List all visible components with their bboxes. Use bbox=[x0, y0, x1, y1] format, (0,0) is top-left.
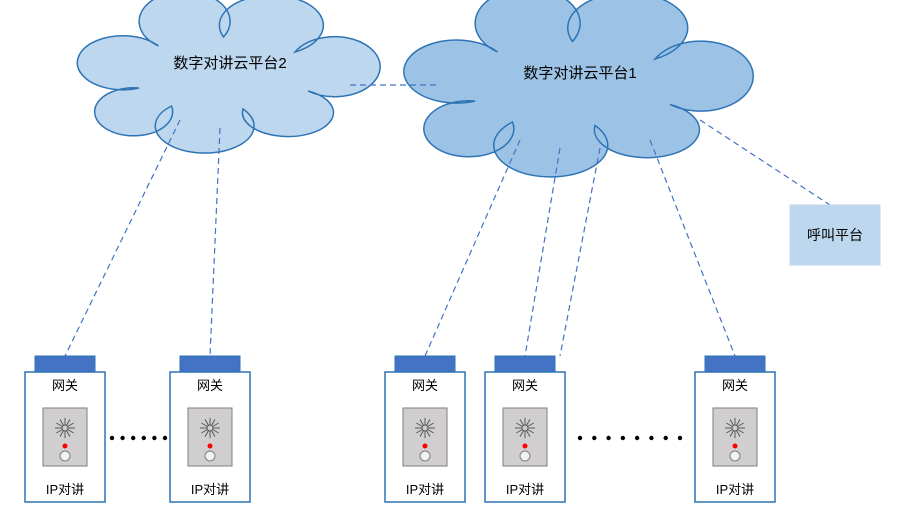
ellipsis-dots bbox=[110, 436, 167, 440]
gateway-unit: 网关 IP对讲 bbox=[385, 356, 465, 502]
gateway-unit: 网关 IP对讲 bbox=[25, 356, 105, 502]
gateway-label: 网关 bbox=[52, 378, 78, 393]
cloud-label: 数字对讲云平台1 bbox=[523, 65, 636, 82]
edge bbox=[650, 140, 735, 356]
edge bbox=[425, 140, 520, 356]
gateway-label: 网关 bbox=[197, 378, 223, 393]
call-platform: 呼叫平台 bbox=[790, 205, 880, 265]
gateway-label: 网关 bbox=[512, 378, 538, 393]
gateway-label: 网关 bbox=[722, 378, 748, 393]
ellipsis-dots bbox=[578, 436, 682, 440]
ip-intercom-label: IP对讲 bbox=[716, 482, 754, 497]
ip-intercom-label: IP对讲 bbox=[406, 482, 444, 497]
gateway-label: 网关 bbox=[412, 378, 438, 393]
call-platform-label: 呼叫平台 bbox=[807, 227, 863, 243]
ip-intercom-label: IP对讲 bbox=[46, 482, 84, 497]
cloud-cloud1: 数字对讲云平台1 bbox=[404, 0, 753, 177]
edge bbox=[560, 148, 600, 356]
cloud-label: 数字对讲云平台2 bbox=[173, 55, 286, 72]
gateway-unit: 网关 IP对讲 bbox=[170, 356, 250, 502]
cloud-cloud2: 数字对讲云平台2 bbox=[77, 0, 380, 153]
edge bbox=[525, 148, 560, 356]
edge bbox=[700, 120, 830, 205]
gateway-unit: 网关 IP对讲 bbox=[695, 356, 775, 502]
edge bbox=[65, 120, 180, 356]
ip-intercom-label: IP对讲 bbox=[506, 482, 544, 497]
edge bbox=[210, 128, 220, 356]
gateway-unit: 网关 IP对讲 bbox=[485, 356, 565, 502]
ip-intercom-label: IP对讲 bbox=[191, 482, 229, 497]
